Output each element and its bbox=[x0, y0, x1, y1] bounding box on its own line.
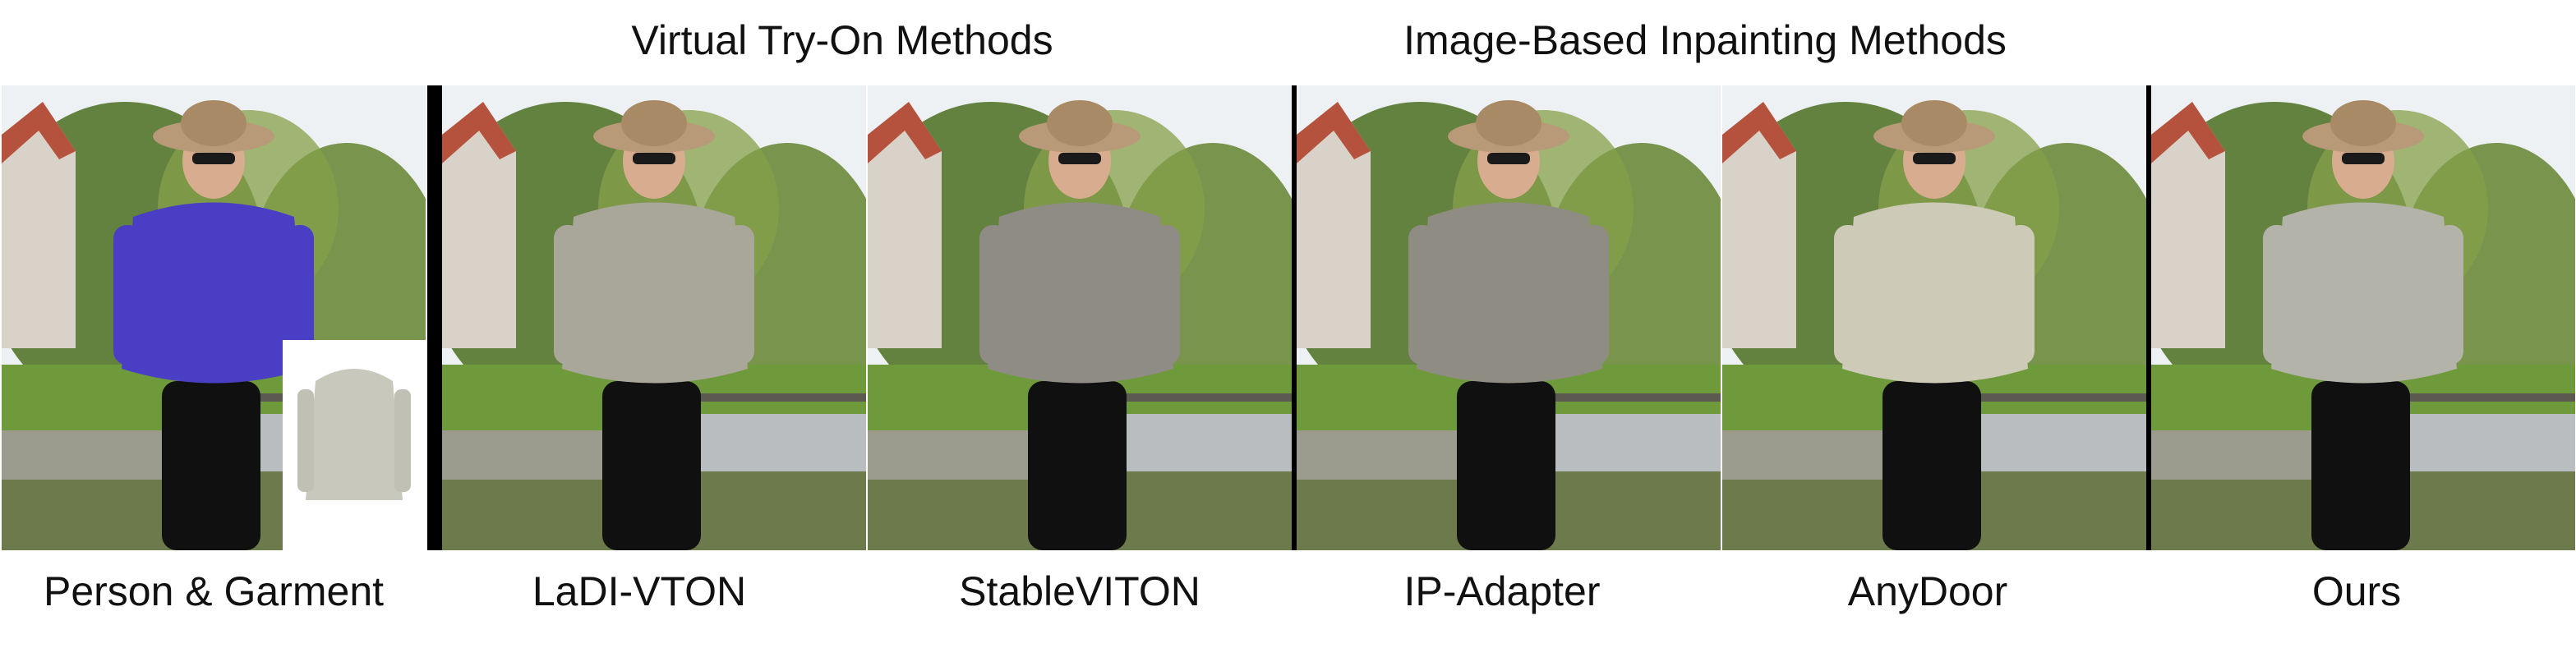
separator-3 bbox=[2146, 85, 2151, 550]
left-sleeve bbox=[2263, 225, 2291, 365]
sunglasses bbox=[1487, 153, 1530, 164]
garment-sleeve-right bbox=[394, 389, 411, 492]
panel-input bbox=[2, 85, 426, 550]
garment-inset bbox=[283, 340, 426, 550]
pants bbox=[162, 381, 260, 550]
house-roof bbox=[2151, 102, 2225, 163]
caption-ladi-vton: LaDI-VTON bbox=[532, 568, 747, 614]
house-roof bbox=[1722, 102, 1796, 163]
hat-crown bbox=[1476, 100, 1541, 146]
house bbox=[2151, 102, 2225, 348]
person bbox=[554, 100, 754, 550]
right-sleeve bbox=[726, 225, 754, 365]
right-sleeve bbox=[1152, 225, 1180, 365]
person bbox=[1834, 100, 2035, 550]
pants bbox=[1457, 381, 1555, 550]
left-sleeve bbox=[113, 225, 141, 365]
right-sleeve bbox=[2435, 225, 2463, 365]
group-title-inpainting: Image-Based Inpainting Methods bbox=[1403, 17, 2007, 63]
right-sleeve bbox=[2007, 225, 2035, 365]
sunglasses bbox=[2342, 153, 2385, 164]
garment-hoodie bbox=[306, 369, 403, 500]
caption-stableviton: StableVITON bbox=[959, 568, 1200, 614]
fence bbox=[656, 393, 866, 402]
pants bbox=[602, 381, 701, 550]
hat-crown bbox=[181, 100, 247, 146]
house bbox=[442, 102, 516, 348]
panel-anydoor bbox=[1722, 85, 2146, 550]
separator-2 bbox=[1292, 85, 1297, 550]
top-garment bbox=[2271, 202, 2457, 384]
house-roof bbox=[1297, 102, 1371, 163]
house bbox=[2, 102, 76, 348]
right-sleeve bbox=[286, 225, 314, 365]
sunglasses bbox=[633, 153, 675, 164]
top-garment bbox=[1417, 202, 1602, 384]
caption-person-garment: Person & Garment bbox=[43, 568, 385, 614]
person bbox=[979, 100, 1180, 550]
caption-ip-adapter: IP-Adapter bbox=[1403, 568, 1601, 614]
hat-crown bbox=[1901, 100, 1967, 146]
panel-ladi-vton bbox=[442, 85, 866, 550]
panel-stableviton bbox=[868, 85, 1292, 550]
sunglasses bbox=[192, 153, 235, 164]
house bbox=[1297, 102, 1371, 348]
house bbox=[1722, 102, 1796, 348]
caption-anydoor: AnyDoor bbox=[1847, 568, 2008, 614]
left-sleeve bbox=[1834, 225, 1862, 365]
left-sleeve bbox=[554, 225, 582, 365]
sunglasses bbox=[1913, 153, 1956, 164]
hat-crown bbox=[1047, 100, 1113, 146]
garment-sleeve-left bbox=[297, 389, 314, 492]
house-roof bbox=[442, 102, 516, 163]
top-garment bbox=[122, 202, 307, 384]
fence bbox=[1081, 393, 1292, 402]
pants bbox=[1028, 381, 1127, 550]
person bbox=[1408, 100, 1609, 550]
fence bbox=[1510, 393, 1721, 402]
fence bbox=[2365, 393, 2575, 402]
group-title-virtual-try-on: Virtual Try-On Methods bbox=[631, 17, 1053, 63]
separator-1 bbox=[427, 85, 442, 550]
pants bbox=[2311, 381, 2410, 550]
top-garment bbox=[562, 202, 748, 384]
caption-ours: Ours bbox=[2311, 568, 2402, 614]
right-sleeve bbox=[1581, 225, 1609, 365]
top-garment bbox=[988, 202, 1173, 384]
panel-ours bbox=[2151, 85, 2575, 550]
person bbox=[113, 100, 314, 550]
house-roof bbox=[868, 102, 942, 163]
house bbox=[868, 102, 942, 348]
fence bbox=[1936, 393, 2146, 402]
left-sleeve bbox=[979, 225, 1007, 365]
sunglasses bbox=[1058, 153, 1101, 164]
left-sleeve bbox=[1408, 225, 1436, 365]
pants bbox=[1882, 381, 1981, 550]
person bbox=[2263, 100, 2463, 550]
hat-crown bbox=[621, 100, 687, 146]
house-roof bbox=[2, 102, 76, 163]
hat-crown bbox=[2330, 100, 2396, 146]
panel-ip-adapter bbox=[1297, 85, 1721, 550]
top-garment bbox=[1842, 202, 2028, 384]
